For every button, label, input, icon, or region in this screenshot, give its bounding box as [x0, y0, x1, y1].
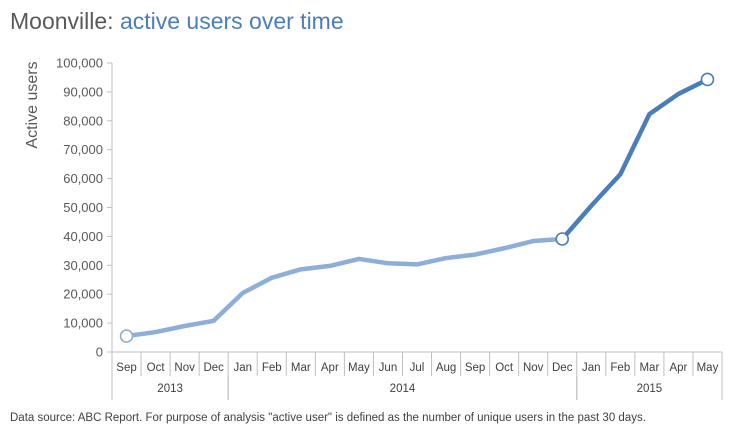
x-tick-label: Jun: [379, 362, 398, 374]
series: [119, 72, 715, 343]
x-tick-label: Sep: [116, 362, 136, 374]
y-tick-label: 70,000: [63, 142, 103, 157]
y-axis: 0 10,000 20,000 30,000 40,000 50,000 60,000 70,…: [56, 56, 113, 360]
series-line-history: [124, 236, 565, 339]
x-tick-label: Aug: [436, 362, 456, 374]
data-point-marker: [555, 232, 570, 246]
x-tick-label: Apr: [321, 362, 339, 374]
x-tick-label: Dec: [203, 362, 224, 374]
x-tick-label: Jan: [233, 362, 252, 374]
y-tick-label: 50,000: [63, 200, 103, 215]
x-axis: Sep Oct Nov Dec Jan Feb Mar Apr May Jun Jul Aug Sep O…: [111, 351, 723, 400]
chart-title: Moonville: active users over time: [10, 8, 344, 35]
x-tick-label: Feb: [610, 362, 630, 374]
y-tick-label: 90,000: [63, 84, 103, 99]
x-tick-label: Nov: [523, 362, 544, 374]
year-label: 2014: [390, 383, 416, 395]
title-brand: Moonville:: [10, 8, 114, 34]
year-label: 2013: [157, 383, 183, 395]
x-tick-label: Jul: [410, 362, 425, 374]
x-tick-label: Nov: [174, 362, 195, 374]
y-tick-label: 100,000: [56, 56, 103, 71]
x-tick-label: Oct: [495, 362, 514, 374]
x-tick-label: May: [697, 362, 719, 374]
x-tick-label: Mar: [291, 362, 311, 374]
x-tick-label: Jan: [582, 362, 601, 374]
series-line-recent: [559, 77, 710, 242]
data-point-marker: [119, 329, 134, 343]
y-tick-label: 40,000: [63, 229, 103, 244]
x-tick-label: Feb: [262, 362, 282, 374]
y-tick-label: 20,000: [63, 287, 103, 302]
x-tick-label: Oct: [147, 362, 166, 374]
y-tick-label: 0: [96, 345, 103, 360]
year-label: 2015: [637, 383, 663, 395]
data-point-marker: [700, 72, 715, 87]
y-tick-label: 80,000: [63, 113, 103, 128]
y-tick-label: 30,000: [63, 258, 103, 273]
title-subtitle: active users over time: [119, 8, 344, 34]
x-tick-label: Mar: [639, 362, 659, 374]
x-tick-label: Apr: [669, 362, 687, 374]
x-tick-label: Dec: [552, 362, 573, 374]
data-source-note: Data source: ABC Report. For purpose of …: [10, 412, 646, 424]
y-tick-label: 60,000: [63, 171, 103, 186]
y-tick-label: 10,000: [63, 316, 103, 331]
x-tick-label: Sep: [465, 362, 485, 374]
x-tick-label: May: [348, 362, 370, 374]
y-axis-label: Active users: [24, 61, 41, 148]
